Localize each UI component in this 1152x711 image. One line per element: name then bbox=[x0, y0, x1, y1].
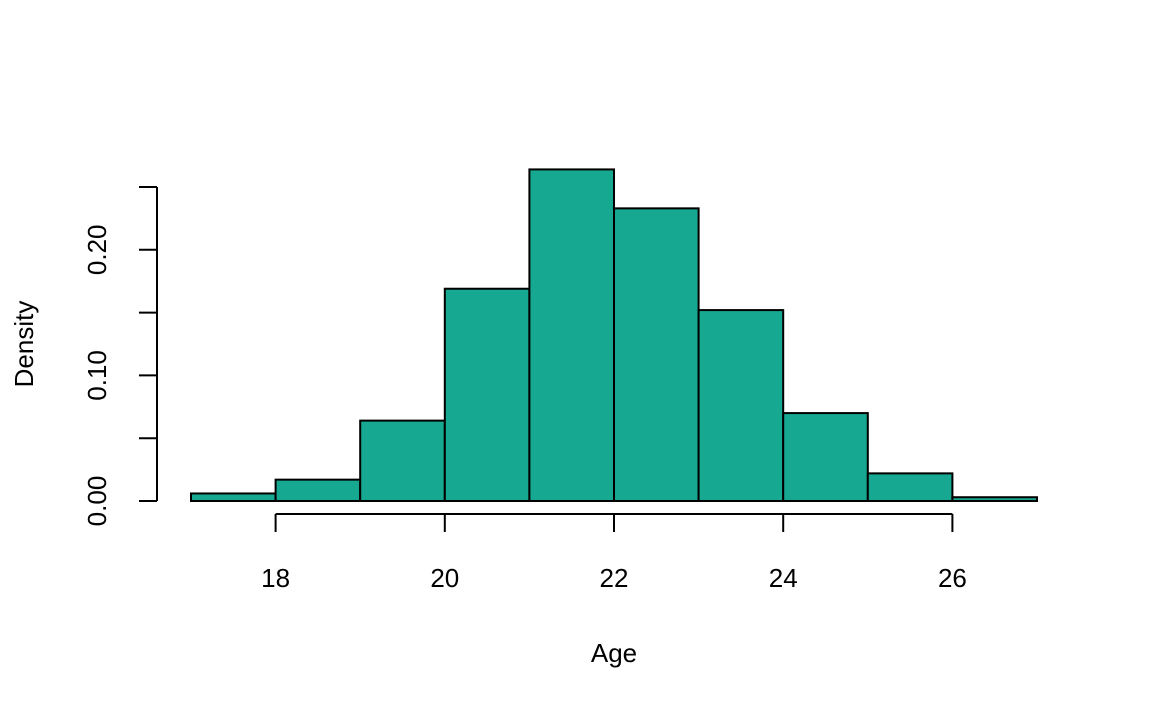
x-tick-label-24: 24 bbox=[769, 563, 798, 593]
histogram-bar-21-22 bbox=[528, 168, 616, 503]
histogram-bar-23-24 bbox=[697, 309, 785, 503]
x-tick-label-20: 20 bbox=[430, 563, 459, 593]
histogram-bar-19-20 bbox=[359, 419, 446, 502]
y-tick-label-0-1: 0.10 bbox=[82, 350, 112, 401]
histogram-bar-24-25 bbox=[782, 412, 869, 502]
histogram-bar-22-23 bbox=[613, 207, 700, 503]
x-tick-label-18: 18 bbox=[261, 563, 290, 593]
y-ticks: 0.00 0.10 0.20 bbox=[82, 186, 157, 527]
histogram-bar-26-27 bbox=[951, 496, 1039, 502]
x-ticks: 18 20 22 24 26 bbox=[261, 514, 967, 593]
histogram-bar-18-19 bbox=[274, 478, 362, 503]
x-axis-title: Age bbox=[591, 638, 637, 668]
y-axis: 0.00 0.10 0.20 bbox=[82, 186, 158, 527]
x-tick-label-26: 26 bbox=[938, 563, 967, 593]
y-tick-label-0-2: 0.20 bbox=[82, 224, 112, 275]
histogram-bar-17-18 bbox=[190, 492, 277, 502]
histogram-bars bbox=[190, 168, 1039, 503]
x-tick-label-22: 22 bbox=[600, 563, 629, 593]
histogram-bar-25-26 bbox=[866, 472, 954, 503]
histogram-bar-20-21 bbox=[443, 287, 531, 502]
y-tick-label-0: 0.00 bbox=[82, 476, 112, 527]
x-axis: 18 20 22 24 26 bbox=[261, 513, 967, 593]
y-axis-title: Density bbox=[9, 301, 39, 388]
